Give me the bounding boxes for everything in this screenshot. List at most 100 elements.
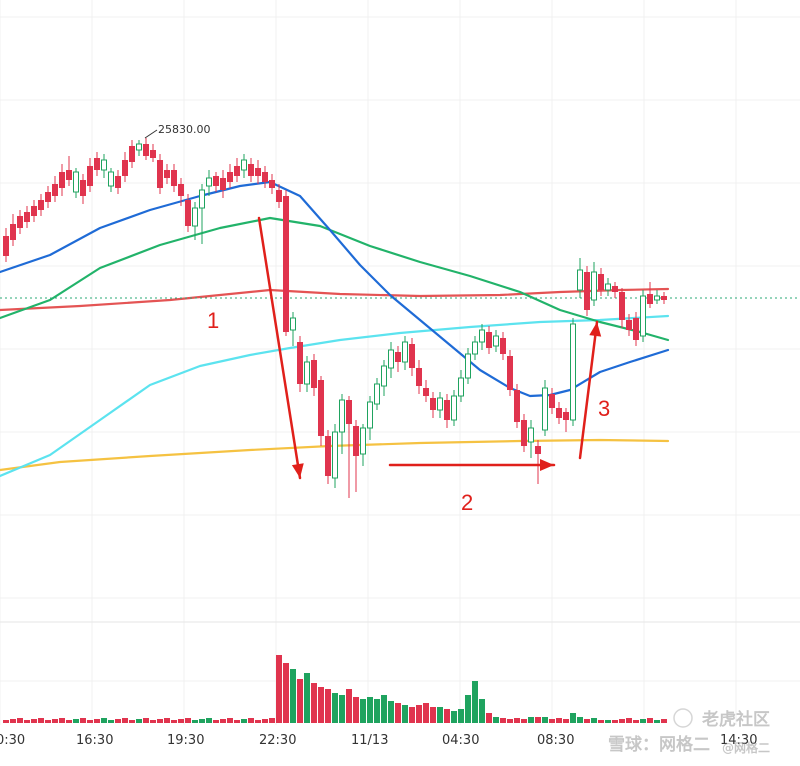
volume-bar <box>45 720 51 723</box>
volume-bar <box>493 717 499 723</box>
volume-bar <box>514 718 520 723</box>
candle-body <box>577 269 583 291</box>
arrow-shaft <box>257 216 302 480</box>
candle-body <box>626 320 632 330</box>
volume-bar <box>395 703 401 723</box>
volume-bar <box>416 705 422 723</box>
candle-body <box>311 360 317 388</box>
candle-up <box>360 424 366 466</box>
annotation-2: 2 <box>461 490 473 515</box>
candle-down <box>276 184 282 208</box>
candle-body <box>437 397 443 411</box>
candle-body <box>304 361 310 385</box>
candle-body <box>374 383 380 405</box>
candle-body <box>542 387 548 431</box>
high-marker: 25830.00 <box>144 123 211 139</box>
candle-down <box>283 190 289 336</box>
volume-bar <box>199 719 205 723</box>
candle-down <box>311 354 317 396</box>
x-tick-label: 22:30 <box>259 733 296 748</box>
x-tick-label: 04:30 <box>442 733 479 748</box>
candle-body <box>150 150 156 158</box>
candle-down <box>66 156 72 186</box>
candle-down <box>164 164 170 184</box>
volume-bar <box>269 718 275 723</box>
volume-bar <box>108 720 114 723</box>
volume-bar <box>290 669 296 723</box>
candle-body <box>605 283 611 291</box>
volume-bar <box>115 719 121 723</box>
candle-body <box>346 400 352 424</box>
candle-down <box>10 214 16 246</box>
candle-body <box>332 431 338 479</box>
candle-body <box>507 356 513 390</box>
candle-up <box>206 170 212 196</box>
candle-down <box>563 408 569 432</box>
candle-body <box>528 427 534 443</box>
candle-body <box>87 166 93 186</box>
candle-body <box>493 335 499 347</box>
volume-bar <box>472 681 478 723</box>
candle-down <box>500 332 506 360</box>
candle-up <box>241 154 247 178</box>
volume-bar <box>353 697 359 723</box>
volume-bar <box>507 719 513 723</box>
candle-body <box>556 408 562 418</box>
candle-down <box>143 138 149 160</box>
volume-bar <box>591 718 597 723</box>
volume-bar <box>164 718 170 723</box>
x-tick-label: 11/13 <box>351 733 388 748</box>
candle-body <box>157 160 163 188</box>
x-tick-label: 08:30 <box>537 733 574 748</box>
candle-body <box>129 146 135 162</box>
candle-down <box>633 312 639 346</box>
annotation-3: 3 <box>598 396 610 421</box>
candle-down <box>227 164 233 188</box>
candle-body <box>108 171 114 187</box>
candle-body <box>633 318 639 340</box>
volume-bar <box>178 719 184 723</box>
candle-up <box>591 262 597 306</box>
candle-down <box>129 140 135 168</box>
candle-up <box>339 394 345 454</box>
candle-body <box>535 446 541 454</box>
volume-bar <box>276 655 282 723</box>
candle-down <box>346 396 352 498</box>
candles <box>3 138 667 498</box>
candle-body <box>24 212 30 222</box>
candle-body <box>241 159 247 171</box>
candle-body <box>661 296 667 300</box>
volume-bar <box>31 719 37 723</box>
candle-down <box>255 160 261 184</box>
grid-lines <box>0 0 800 725</box>
volume-bar <box>458 709 464 723</box>
ma-cyan-line <box>0 314 670 478</box>
candle-up <box>199 184 205 244</box>
volume-bar <box>24 720 30 723</box>
volume-bar <box>157 719 163 723</box>
volume-bar <box>332 693 338 723</box>
volume-bar <box>150 720 156 723</box>
candle-body <box>591 271 597 301</box>
candle-down <box>612 282 618 298</box>
candle-body <box>199 189 205 209</box>
x-tick-label: 14:30 <box>720 733 757 748</box>
volume-bar <box>262 719 268 723</box>
candle-down <box>661 292 667 304</box>
candle-up <box>136 140 142 156</box>
candle-down <box>115 170 121 194</box>
candle-body <box>514 390 520 422</box>
candle-body <box>409 344 415 368</box>
candle-up <box>479 324 485 350</box>
candle-down <box>38 194 44 216</box>
candle-body <box>269 180 275 188</box>
volume-bar <box>206 718 212 723</box>
volume-bar <box>339 695 345 723</box>
candle-body <box>500 338 506 354</box>
x-tick-label: 19:30 <box>167 733 204 748</box>
candle-body <box>584 272 590 310</box>
candle-down <box>269 174 275 194</box>
volume-bar <box>3 720 9 723</box>
volume-bar <box>248 718 254 723</box>
